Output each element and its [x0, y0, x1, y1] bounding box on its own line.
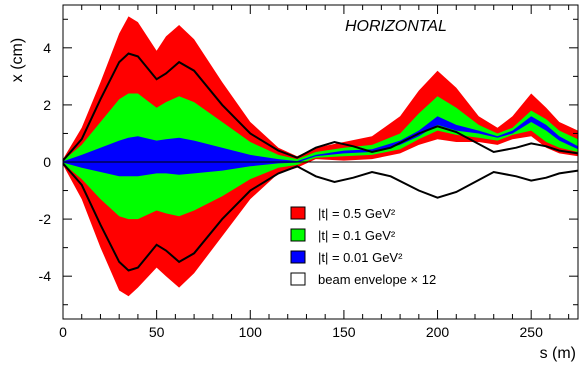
chart-title: HORIZONTAL — [345, 18, 447, 35]
band-series-2 — [63, 116, 578, 177]
y-tick-label: 0 — [43, 154, 51, 170]
legend-label: |t| = 0.5 GeV² — [318, 206, 396, 221]
legend-swatch — [290, 272, 306, 286]
legend-swatch — [290, 250, 306, 264]
beam-envelope-lower-line — [62, 162, 579, 272]
y-tick-label: -2 — [39, 211, 52, 227]
legend-label: |t| = 0.01 GeV² — [318, 250, 403, 265]
y-tick-label: 4 — [43, 40, 51, 56]
beam-envelope-upper-line — [62, 52, 579, 162]
y-axis-label: x (cm) — [9, 38, 26, 82]
legend-label: beam envelope × 12 — [318, 272, 436, 287]
x-tick-label: 250 — [520, 324, 544, 340]
legend: |t| = 0.5 GeV² |t| = 0.1 GeV² |t| = 0.01 G… — [290, 206, 436, 287]
legend-swatch — [290, 228, 306, 242]
y-tick-label: -4 — [39, 268, 52, 284]
legend-label: |t| = 0.1 GeV² — [318, 228, 396, 243]
y-tick-label: 2 — [43, 97, 51, 113]
ticks-layer: 0 50 100 150 200 250 -4 -2 0 2 4 — [39, 5, 578, 340]
x-tick-label: 200 — [426, 324, 450, 340]
x-tick-label: 50 — [149, 324, 165, 340]
x-tick-label: 0 — [59, 324, 67, 340]
x-tick-label: 100 — [239, 324, 263, 340]
legend-swatch — [290, 206, 306, 220]
bands-layer — [63, 16, 578, 297]
plot-frame — [62, 4, 579, 320]
x-tick-label: 150 — [332, 324, 356, 340]
beam-envelope-layer — [62, 52, 579, 272]
x-axis-label: s (m) — [540, 345, 576, 362]
